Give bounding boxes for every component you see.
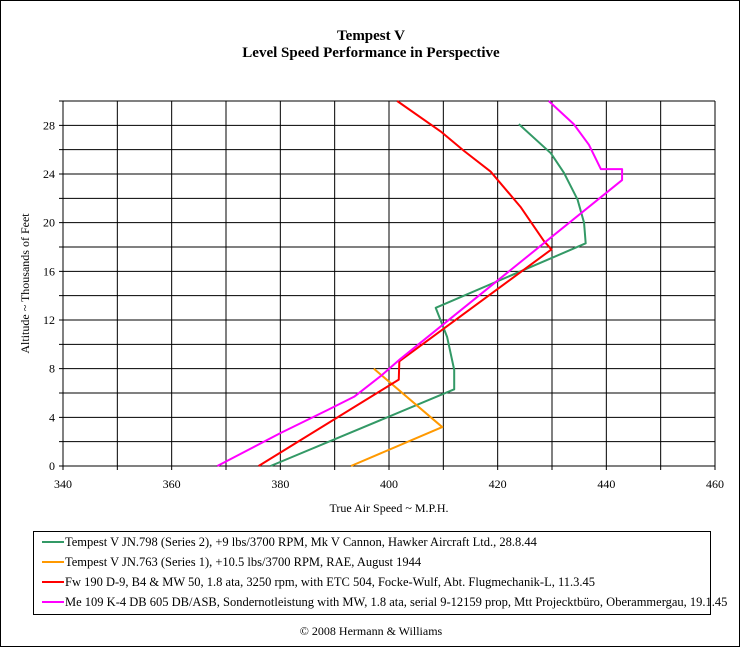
y-tick-label: 28 [43,118,55,132]
x-tick-label: 380 [271,477,289,491]
legend-label: Fw 190 D-9, B4 & MW 50, 1.8 ata, 3250 rp… [65,574,596,589]
x-axis-label: True Air Speed ~ M.P.H. [329,501,448,515]
series-line [350,367,444,467]
x-tick-label: 460 [706,477,724,491]
x-tick-label: 440 [597,477,615,491]
x-tick-label: 340 [54,477,72,491]
series-line [216,100,624,467]
copyright: © 2008 Hermann & Williams [299,624,443,638]
chart-subtitle: Level Speed Performance in Perspective [242,45,500,61]
legend-item: Fw 190 D-9, B4 & MW 50, 1.8 ata, 3250 rp… [42,572,595,592]
y-tick-label: 8 [49,362,55,376]
legend-label: Tempest V JN.798 (Series 2), +9 lbs/3700… [65,534,537,549]
x-tick-label: 420 [489,477,507,491]
legend: Tempest V JN.798 (Series 2), +9 lbs/3700… [33,531,727,615]
legend-item: Tempest V JN.763 (Series 1), +10.5 lbs/3… [42,552,421,572]
series-line [270,123,587,467]
legend-swatch [42,601,64,603]
plot: 340 360 380 400 420 440 460 0 4 8 12 16 20 24 28 True A… [18,100,724,515]
legend-item: Me 109 K-4 DB 605 DB/ASB, Sondernotleist… [42,592,727,612]
y-tick-label: 20 [43,216,55,230]
legend-label: Tempest V JN.763 (Series 1), +10.5 lbs/3… [65,554,422,569]
y-tick-label: 16 [43,264,55,278]
x-tick-label: 400 [380,477,398,491]
y-tick-label: 12 [43,313,55,327]
y-tick-label: 24 [43,167,55,181]
legend-swatch [42,581,64,583]
x-tick-label: 360 [163,477,181,491]
y-tick-label: 4 [49,410,55,424]
y-axis-label: Altitude ~ Thousands of Feet [18,213,32,354]
y-tick-label: 0 [49,459,55,473]
chart-title: Tempest V [337,28,405,44]
legend-label: Me 109 K-4 DB 605 DB/ASB, Sondernotleist… [65,594,728,609]
legend-swatch [42,561,64,563]
series-line [258,100,553,467]
legend-swatch [42,541,64,543]
legend-item: Tempest V JN.798 (Series 2), +9 lbs/3700… [42,532,537,552]
